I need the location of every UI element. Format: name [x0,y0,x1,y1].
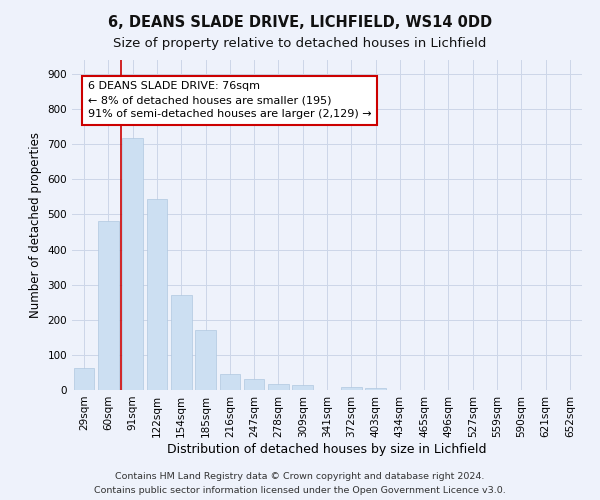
Bar [98,222,119,390]
Bar [341,387,362,390]
Bar [268,384,289,390]
Bar [365,388,386,390]
Text: 6 DEANS SLADE DRIVE: 76sqm
← 8% of detached houses are smaller (195)
91% of semi: 6 DEANS SLADE DRIVE: 76sqm ← 8% of detac… [88,81,371,119]
Text: 6, DEANS SLADE DRIVE, LICHFIELD, WS14 0DD: 6, DEANS SLADE DRIVE, LICHFIELD, WS14 0D… [108,15,492,30]
Text: Contains HM Land Registry data © Crown copyright and database right 2024.: Contains HM Land Registry data © Crown c… [115,472,485,481]
Bar [146,200,167,390]
Bar [220,374,240,390]
Bar [244,379,265,390]
Text: Contains public sector information licensed under the Open Government Licence v3: Contains public sector information licen… [94,486,506,495]
Text: Size of property relative to detached houses in Lichfield: Size of property relative to detached ho… [113,38,487,51]
Bar [122,138,143,390]
X-axis label: Distribution of detached houses by size in Lichfield: Distribution of detached houses by size … [167,442,487,456]
Bar [292,386,313,390]
Y-axis label: Number of detached properties: Number of detached properties [29,132,42,318]
Bar [195,330,216,390]
Bar [74,368,94,390]
Bar [171,295,191,390]
